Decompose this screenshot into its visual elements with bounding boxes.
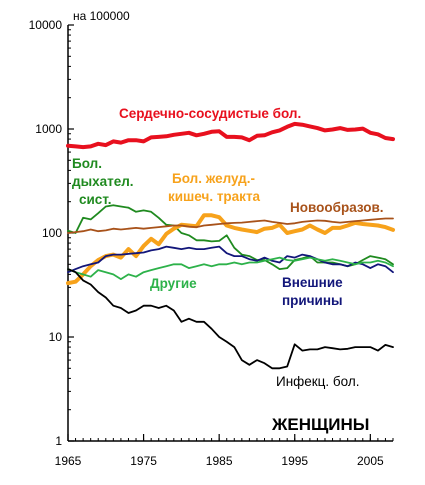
label-infect: Инфекц. бол. — [276, 374, 360, 389]
series-line-3 — [67, 217, 394, 234]
label-neoplasm: Новообразов. — [290, 200, 384, 215]
x-tick-label: 1995 — [281, 454, 308, 468]
series-line-5 — [67, 256, 394, 281]
y-tick-label: 1000 — [35, 122, 62, 136]
label-other: Другие — [150, 276, 197, 291]
x-tick-label: 1975 — [130, 454, 157, 468]
label-external-line1: Внешние — [282, 275, 343, 290]
y-tick-label: 1 — [55, 434, 62, 448]
label-cardio: Сердечно-сосудистые бол. — [119, 106, 301, 121]
y-tick-label: 10 — [49, 330, 63, 344]
series-line-6 — [67, 268, 394, 370]
label-resp-line1: Бол. — [72, 156, 102, 171]
label-resp-line3: сист. — [79, 192, 112, 207]
label-external-line2: причины — [282, 293, 343, 308]
series-line-0 — [66, 121, 395, 150]
chart-title: ЖЕНЩИНЫ — [271, 415, 369, 434]
x-tick-label: 1985 — [206, 454, 233, 468]
x-tick-label: 1965 — [55, 454, 82, 468]
label-resp-line2: дыхател. — [72, 174, 134, 189]
y-axis-label: на 100000 — [73, 9, 130, 23]
x-tick-label: 2005 — [357, 454, 384, 468]
series-line-4 — [67, 245, 394, 274]
label-gi-line2: кишеч. тракта — [168, 189, 261, 204]
series-lines — [66, 121, 395, 370]
y-tick-label: 100 — [42, 226, 62, 240]
axes: 1 10 100 1000 10000 1965 1975 1985 1995 2005 — [29, 18, 394, 468]
y-tick-label: 10000 — [29, 18, 63, 32]
label-gi-line1: Бол. желуд.- — [172, 171, 255, 186]
series-line-2 — [66, 213, 395, 286]
